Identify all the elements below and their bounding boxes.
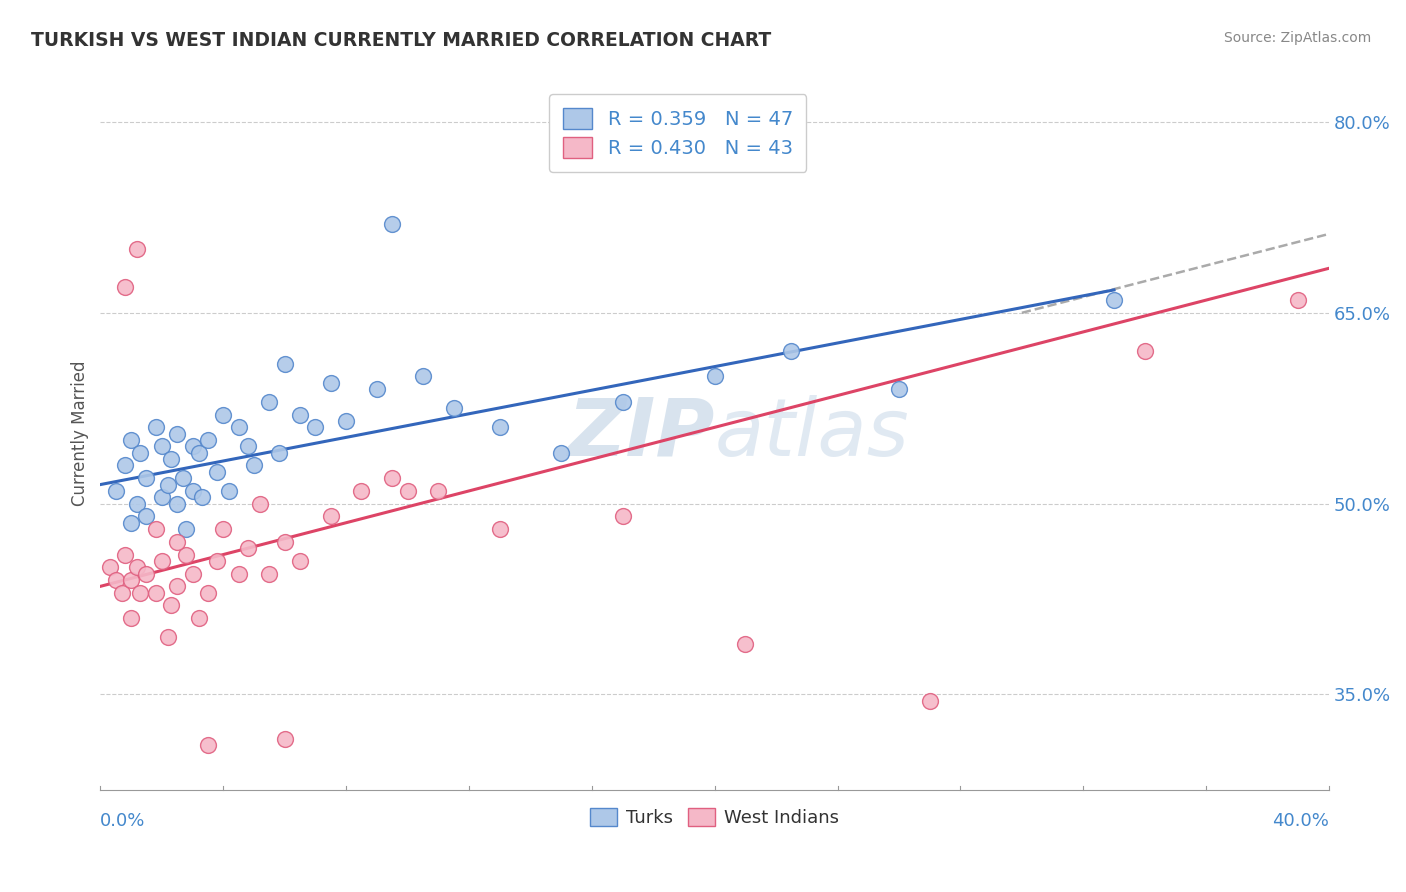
Text: 40.0%: 40.0% xyxy=(1272,812,1329,830)
Point xyxy=(335,414,357,428)
Point xyxy=(1133,343,1156,358)
Point xyxy=(166,426,188,441)
Point xyxy=(176,522,198,536)
Point xyxy=(259,395,281,409)
Point xyxy=(288,408,311,422)
Point xyxy=(381,217,404,231)
Point xyxy=(145,585,167,599)
Point xyxy=(288,554,311,568)
Point xyxy=(273,732,295,747)
Y-axis label: Currently Married: Currently Married xyxy=(72,361,89,507)
Point xyxy=(267,446,290,460)
Point xyxy=(114,280,136,294)
Point xyxy=(205,465,228,479)
Text: atlas: atlas xyxy=(714,394,910,473)
Point xyxy=(129,446,152,460)
Point xyxy=(166,497,188,511)
Point xyxy=(218,483,240,498)
Point xyxy=(212,408,235,422)
Point xyxy=(172,471,194,485)
Point xyxy=(120,433,142,447)
Point xyxy=(734,637,756,651)
Point xyxy=(228,420,250,434)
Point xyxy=(104,573,127,587)
Point xyxy=(350,483,373,498)
Point xyxy=(166,579,188,593)
Point xyxy=(127,242,149,256)
Point xyxy=(104,483,127,498)
Point xyxy=(187,611,209,625)
Point xyxy=(918,694,941,708)
Point xyxy=(427,483,450,498)
Point xyxy=(129,585,152,599)
Legend: Turks, West Indians: Turks, West Indians xyxy=(583,800,846,834)
Point xyxy=(160,452,183,467)
Point xyxy=(612,395,634,409)
Point xyxy=(887,382,910,396)
Point xyxy=(780,343,803,358)
Point xyxy=(145,522,167,536)
Point xyxy=(135,566,157,581)
Point xyxy=(120,611,142,625)
Point xyxy=(1102,293,1125,307)
Point xyxy=(156,477,179,491)
Point xyxy=(366,382,388,396)
Point xyxy=(145,420,167,434)
Point xyxy=(243,458,266,473)
Point xyxy=(703,369,725,384)
Point xyxy=(150,439,173,453)
Point xyxy=(156,630,179,644)
Point xyxy=(228,566,250,581)
Point xyxy=(273,534,295,549)
Point xyxy=(166,534,188,549)
Point xyxy=(135,509,157,524)
Point xyxy=(304,420,326,434)
Point xyxy=(120,573,142,587)
Text: 0.0%: 0.0% xyxy=(100,812,146,830)
Point xyxy=(612,509,634,524)
Point xyxy=(488,522,510,536)
Point xyxy=(550,446,572,460)
Point xyxy=(127,497,149,511)
Point xyxy=(212,522,235,536)
Point xyxy=(190,491,212,505)
Point xyxy=(150,554,173,568)
Point xyxy=(197,585,219,599)
Point xyxy=(236,541,259,556)
Point xyxy=(98,560,121,574)
Point xyxy=(181,439,204,453)
Text: Source: ZipAtlas.com: Source: ZipAtlas.com xyxy=(1223,31,1371,45)
Text: ZIP: ZIP xyxy=(567,394,714,473)
Point xyxy=(160,599,183,613)
Point xyxy=(150,491,173,505)
Point xyxy=(127,560,149,574)
Point xyxy=(259,566,281,581)
Point xyxy=(396,483,419,498)
Point xyxy=(114,548,136,562)
Point xyxy=(381,471,404,485)
Point xyxy=(1286,293,1309,307)
Point xyxy=(181,483,204,498)
Point xyxy=(197,433,219,447)
Point xyxy=(249,497,271,511)
Point xyxy=(135,471,157,485)
Point xyxy=(412,369,434,384)
Text: TURKISH VS WEST INDIAN CURRENTLY MARRIED CORRELATION CHART: TURKISH VS WEST INDIAN CURRENTLY MARRIED… xyxy=(31,31,770,50)
Point xyxy=(187,446,209,460)
Point xyxy=(319,376,342,390)
Point xyxy=(205,554,228,568)
Point xyxy=(197,739,219,753)
Point xyxy=(319,509,342,524)
Point xyxy=(176,548,198,562)
Point xyxy=(120,516,142,530)
Point xyxy=(181,566,204,581)
Point xyxy=(273,357,295,371)
Point xyxy=(443,401,465,416)
Point xyxy=(111,585,134,599)
Point xyxy=(236,439,259,453)
Point xyxy=(114,458,136,473)
Point xyxy=(488,420,510,434)
